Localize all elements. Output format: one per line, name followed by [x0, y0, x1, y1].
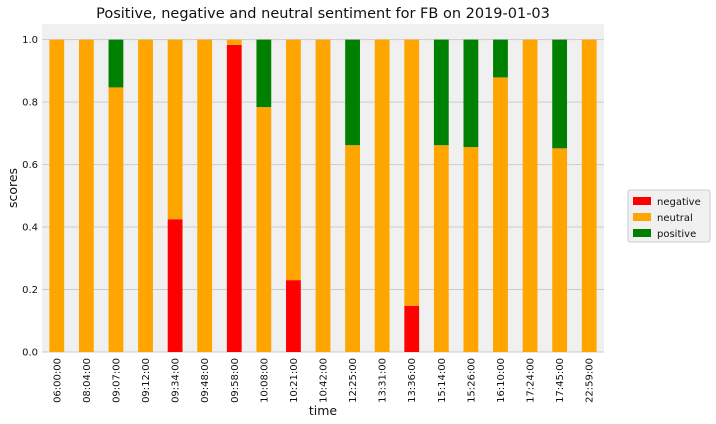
bar-negative [404, 305, 420, 352]
x-axis-label: time [309, 403, 338, 418]
bar-negative [286, 280, 301, 352]
bar-positive [493, 39, 508, 78]
legend-swatch-neutral [633, 213, 651, 221]
x-tick-label: 10:42:00 [319, 358, 330, 403]
chart-title: Positive, negative and neutral sentiment… [96, 6, 550, 22]
bar-negative [167, 219, 183, 352]
bar-neutral [315, 39, 331, 352]
bar-neutral [552, 148, 568, 352]
y-tick-label: 0.0 [22, 348, 38, 359]
x-tick-label: 09:34:00 [171, 358, 182, 403]
x-tick-label: 09:07:00 [111, 358, 122, 403]
bar-neutral [286, 39, 301, 281]
y-tick-label: 0.8 [22, 98, 38, 109]
y-tick-label: 0.2 [22, 285, 38, 296]
x-tick-label: 08:04:00 [82, 358, 93, 403]
y-tick-label: 0.4 [22, 223, 38, 234]
x-tick-label: 16:10:00 [496, 358, 507, 403]
bar-positive [463, 39, 479, 148]
y-axis-label: scores [5, 168, 20, 208]
x-tick-label: 06:00:00 [52, 358, 63, 403]
x-tick-label: 10:08:00 [259, 358, 270, 403]
x-tick-label: 09:48:00 [200, 358, 211, 403]
bar-neutral [108, 87, 124, 352]
x-tick-label: 12:25:00 [348, 358, 359, 403]
bar-neutral [256, 107, 272, 353]
y-axis-ticks: 0.0 0.2 0.4 0.6 0.8 1.0 [22, 35, 38, 358]
bar-positive [433, 39, 449, 146]
bar-neutral [493, 77, 508, 352]
bar-neutral [463, 147, 479, 352]
bar-neutral [197, 39, 213, 352]
x-tick-label: 17:45:00 [555, 358, 566, 403]
x-tick-label: 13:36:00 [407, 358, 418, 403]
y-tick-label: 0.6 [22, 160, 38, 171]
x-tick-label: 15:26:00 [466, 358, 477, 403]
bar-positive [108, 39, 124, 88]
bar-neutral [226, 39, 242, 45]
bar-positive [256, 39, 272, 108]
x-tick-label: 22:59:00 [585, 358, 596, 403]
x-tick-label: 09:58:00 [230, 358, 241, 403]
y-tick-label: 1.0 [22, 35, 38, 46]
bar-neutral [138, 39, 153, 352]
bar-neutral [404, 39, 420, 306]
x-tick-label: 10:21:00 [289, 358, 300, 403]
bar-neutral [581, 39, 597, 352]
bar-neutral [167, 39, 183, 220]
legend-swatch-negative [633, 197, 651, 205]
bar-neutral [49, 39, 65, 352]
x-tick-label: 15:14:00 [437, 358, 448, 403]
bar-neutral [522, 39, 538, 352]
legend-swatch-positive [633, 229, 651, 237]
bar-positive [345, 39, 360, 146]
bar-neutral [374, 39, 390, 352]
legend-label-negative: negative [657, 197, 701, 208]
x-tick-label: 13:31:00 [378, 358, 389, 403]
bar-positive [552, 39, 568, 149]
bar-neutral [78, 39, 94, 352]
bar-neutral [433, 145, 449, 352]
bars [49, 39, 597, 353]
x-axis-ticks: 06:00:00 08:04:00 09:07:00 09:12:00 09:34:00… [52, 358, 595, 403]
x-tick-label: 09:12:00 [141, 358, 152, 403]
bar-neutral [345, 145, 360, 352]
bar-negative [226, 44, 242, 352]
legend[interactable]: negative neutral positive [627, 189, 711, 243]
legend-label-positive: positive [657, 229, 696, 240]
legend-label-neutral: neutral [657, 213, 693, 224]
x-tick-label: 17:24:00 [526, 358, 537, 403]
